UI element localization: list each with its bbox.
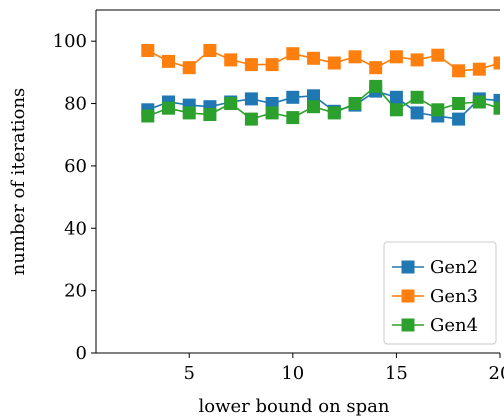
point-gen4-9 <box>265 106 279 120</box>
point-gen4-8 <box>244 112 258 126</box>
point-gen3-17 <box>431 48 445 62</box>
point-gen4-16 <box>410 90 424 104</box>
point-gen3-16 <box>410 53 424 67</box>
point-gen2-8 <box>244 92 258 106</box>
point-gen3-10 <box>286 47 300 61</box>
point-gen3-12 <box>327 56 341 70</box>
point-gen4-15 <box>389 103 403 117</box>
x-tick-label-15: 15 <box>385 363 408 384</box>
legend-marker-gen3 <box>401 289 415 303</box>
legend-label-gen2: Gen2 <box>430 257 478 278</box>
point-gen4-3 <box>141 109 155 123</box>
point-gen4-12 <box>327 106 341 120</box>
legend-marker-gen2 <box>401 260 415 274</box>
x-tick-label-20: 20 <box>489 363 504 384</box>
point-gen3-15 <box>389 50 403 64</box>
point-gen4-17 <box>431 103 445 117</box>
point-gen3-19 <box>472 62 486 76</box>
point-gen2-10 <box>286 90 300 104</box>
point-gen3-6 <box>203 44 217 57</box>
point-gen4-7 <box>224 97 238 110</box>
point-gen4-11 <box>307 100 320 114</box>
legend-label-gen3: Gen3 <box>430 286 478 307</box>
point-gen3-4 <box>162 54 175 68</box>
point-gen2-18 <box>452 112 466 126</box>
point-gen4-10 <box>286 111 300 125</box>
y-tick-label-40: 40 <box>64 218 87 239</box>
series-line-gen3 <box>147 49 500 72</box>
y-tick-label-60: 60 <box>64 156 87 177</box>
point-gen2-20 <box>493 93 500 107</box>
y-axis-label: number of iterations <box>8 88 29 276</box>
point-gen4-4 <box>162 101 175 115</box>
point-gen3-20 <box>493 56 500 70</box>
point-gen2-11 <box>307 89 320 103</box>
series-line-gen2 <box>147 90 500 120</box>
y-tick-label-0: 0 <box>76 343 87 364</box>
point-gen4-13 <box>348 97 362 110</box>
point-gen4-14 <box>369 79 383 93</box>
x-tick-label-10: 10 <box>281 363 304 384</box>
legend-marker-gen4 <box>401 318 415 332</box>
point-gen4-6 <box>203 108 217 121</box>
point-gen2-16 <box>410 106 424 120</box>
point-gen4-18 <box>452 97 466 110</box>
point-gen3-18 <box>452 64 466 78</box>
legend-label-gen4: Gen4 <box>430 315 478 336</box>
point-gen4-5 <box>182 106 196 120</box>
point-gen3-7 <box>224 53 238 67</box>
x-tick-label-5: 5 <box>184 363 195 384</box>
point-gen3-13 <box>348 50 362 64</box>
y-tick-label-20: 20 <box>64 281 87 302</box>
point-gen2-15 <box>389 90 403 104</box>
point-gen3-9 <box>265 58 279 72</box>
point-gen4-19 <box>472 95 486 109</box>
y-tick-label-80: 80 <box>64 94 87 115</box>
y-tick-label-100: 100 <box>53 31 87 52</box>
point-gen3-8 <box>244 58 258 72</box>
plot-marks <box>141 44 500 126</box>
legend: Gen2 Gen3 Gen4 <box>383 241 497 345</box>
point-gen3-5 <box>182 61 196 75</box>
axes: 0 20 40 60 80 100 5 10 15 20 lower bound on span nu… <box>8 9 504 417</box>
point-gen4-20 <box>493 101 500 115</box>
point-gen3-11 <box>307 51 320 65</box>
point-gen3-3 <box>141 44 155 57</box>
point-gen3-14 <box>369 61 383 75</box>
x-axis-label: lower bound on span <box>198 396 389 417</box>
